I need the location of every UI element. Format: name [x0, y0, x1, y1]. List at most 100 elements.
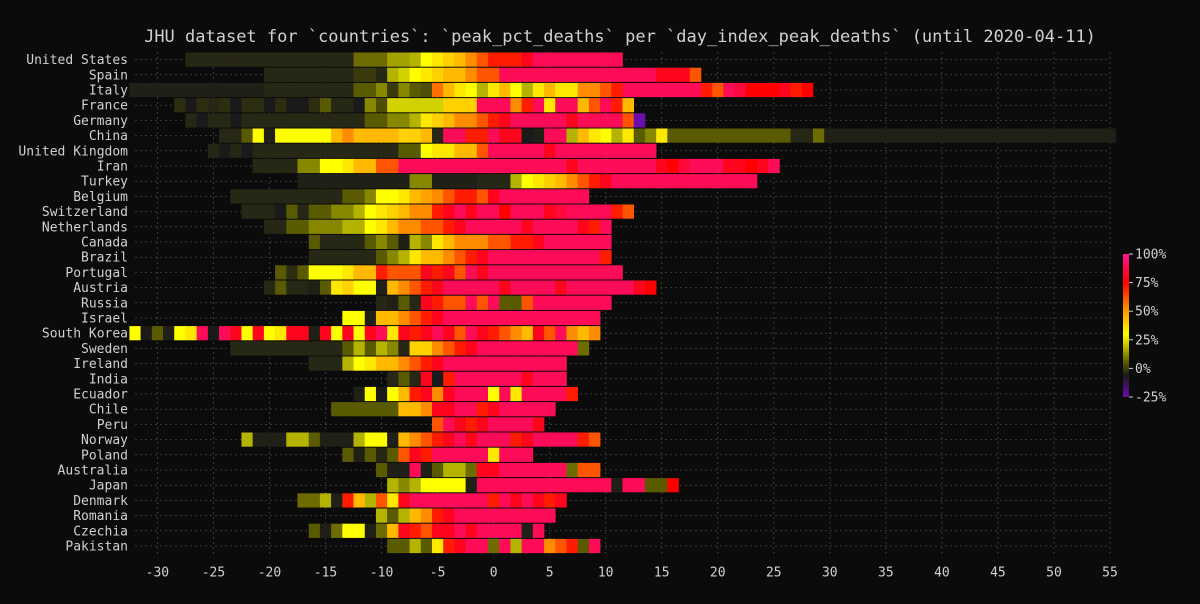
heatmap-cell	[387, 265, 399, 280]
heatmap-cell	[375, 128, 388, 143]
heatmap-cell	[420, 204, 433, 219]
heatmap-cell	[521, 493, 534, 508]
y-tick-label: Switzerland	[42, 205, 128, 220]
heatmap-cell	[588, 52, 601, 67]
heatmap-cell	[398, 356, 410, 371]
heatmap-cell	[510, 82, 522, 98]
heatmap-cell	[510, 402, 522, 417]
heatmap-cell	[577, 326, 590, 341]
heatmap-cell	[488, 219, 500, 234]
heatmap-cell	[331, 204, 343, 219]
heatmap-cell	[476, 52, 489, 67]
heatmap-cell	[375, 234, 388, 250]
heatmap-cell	[342, 67, 354, 82]
heatmap-cell	[510, 341, 522, 356]
heatmap-cell	[622, 478, 635, 493]
heatmap-cell	[555, 478, 567, 493]
heatmap-cell	[353, 250, 366, 265]
heatmap-cell	[544, 234, 556, 250]
heatmap-cell	[252, 143, 265, 158]
heatmap-cell	[308, 128, 321, 143]
heatmap-cell	[387, 280, 399, 295]
heatmap-cell	[510, 250, 522, 265]
heatmap-cell	[319, 219, 332, 234]
heatmap-cell	[364, 326, 377, 341]
heatmap-cell	[353, 523, 366, 538]
heatmap-cell	[577, 341, 590, 356]
heatmap-cell	[252, 189, 265, 204]
heatmap-cell	[678, 82, 691, 98]
heatmap-cell	[308, 356, 321, 371]
x-tick-label: 0	[490, 566, 498, 581]
heatmap-cell	[230, 189, 242, 204]
heatmap-cell	[331, 326, 343, 341]
heatmap-cell	[510, 265, 522, 280]
heatmap-cell	[308, 158, 321, 174]
heatmap-cell	[297, 265, 310, 280]
heatmap-cell	[308, 219, 321, 234]
heatmap-cell	[588, 143, 601, 158]
heatmap-cell	[409, 462, 422, 478]
heatmap-cell	[398, 447, 410, 462]
heatmap-cell	[476, 82, 489, 98]
heatmap-cell	[387, 447, 399, 462]
heatmap-cell	[364, 219, 377, 234]
heatmap-cell	[431, 447, 444, 462]
heatmap-row	[387, 538, 601, 554]
heatmap-cell	[510, 52, 522, 67]
heatmap-cell	[588, 174, 601, 189]
heatmap-cell	[577, 295, 590, 310]
heatmap-cell	[555, 158, 567, 174]
heatmap-cell	[420, 386, 433, 402]
heatmap-cell	[969, 128, 982, 143]
heatmap-cell	[319, 98, 332, 113]
heatmap-cell	[510, 158, 522, 174]
heatmap-cell	[420, 371, 433, 386]
heatmap-cell	[981, 128, 993, 143]
heatmap-cell	[319, 204, 332, 219]
heatmap-cell	[342, 493, 354, 508]
heatmap-cell	[297, 67, 310, 82]
heatmap-cell	[454, 174, 466, 189]
heatmap-cell	[488, 189, 500, 204]
heatmap-cell	[465, 341, 478, 356]
heatmap-cell	[745, 128, 758, 143]
heatmap-cell	[476, 508, 489, 523]
heatmap-cell	[308, 143, 321, 158]
heatmap-row	[129, 82, 814, 98]
heatmap-cell	[465, 417, 478, 432]
heatmap-cell	[488, 158, 500, 174]
heatmap-cell	[375, 462, 388, 478]
heatmap-cell	[566, 386, 578, 402]
heatmap-cell	[409, 356, 422, 371]
heatmap-cell	[319, 341, 332, 356]
heatmap-cell	[611, 128, 623, 143]
heatmap-cell	[544, 265, 556, 280]
heatmap-cell	[387, 402, 399, 417]
heatmap-cell	[476, 280, 489, 295]
heatmap-cell	[488, 478, 500, 493]
heatmap-cell	[454, 158, 466, 174]
heatmap-cell	[566, 219, 578, 234]
heatmap-cell	[499, 113, 511, 128]
heatmap-cell	[331, 158, 343, 174]
heatmap-cell	[420, 67, 433, 82]
heatmap-cell	[185, 82, 197, 98]
heatmap-cell	[544, 432, 556, 447]
heatmap-cell	[275, 280, 287, 295]
heatmap-cell	[431, 432, 444, 447]
heatmap-cell	[297, 52, 310, 67]
heatmap-row	[342, 447, 534, 462]
heatmap-cell	[544, 538, 556, 554]
heatmap-cell	[644, 174, 657, 189]
heatmap-cell	[521, 219, 534, 234]
heatmap-cell	[745, 82, 758, 98]
heatmap-cell	[443, 493, 455, 508]
heatmap-cell	[521, 265, 534, 280]
heatmap-row	[275, 265, 623, 280]
heatmap-row	[263, 280, 657, 295]
heatmap-cell	[387, 341, 399, 356]
heatmap-cell	[342, 265, 354, 280]
heatmap-cell	[544, 82, 556, 98]
y-tick-label: Portugal	[65, 266, 128, 281]
